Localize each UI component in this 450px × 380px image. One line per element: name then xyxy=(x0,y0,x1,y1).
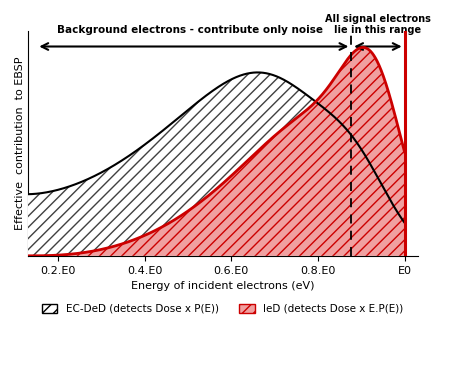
Text: Background electrons - contribute only noise: Background electrons - contribute only n… xyxy=(57,25,323,35)
X-axis label: Energy of incident electrons (eV): Energy of incident electrons (eV) xyxy=(131,281,315,291)
Y-axis label: Effective  contribution  to EBSP: Effective contribution to EBSP xyxy=(15,57,25,230)
Legend: EC-DeD (detects Dose x P(E)), IeD (detects Dose x E.P(E)): EC-DeD (detects Dose x P(E)), IeD (detec… xyxy=(37,299,408,318)
Text: All signal electrons
lie in this range: All signal electrons lie in this range xyxy=(325,14,431,35)
